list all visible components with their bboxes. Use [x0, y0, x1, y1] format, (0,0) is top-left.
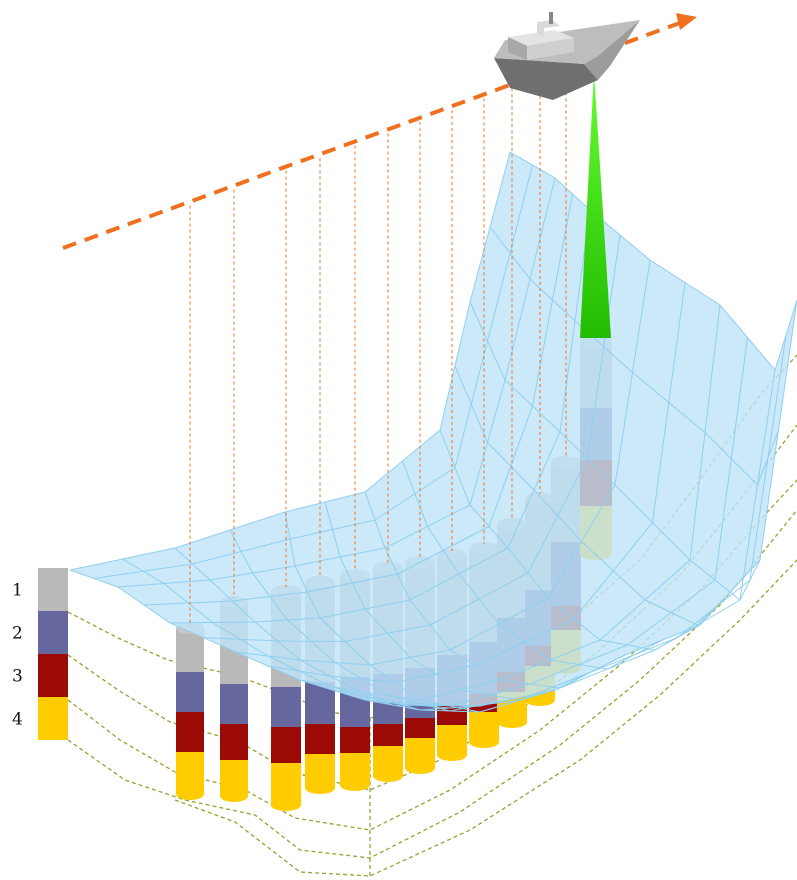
legend-label-1: 1 [12, 581, 23, 601]
core-layer-4-cap [340, 779, 370, 791]
core-layer-3 [176, 712, 204, 752]
legend-swatch-1 [38, 568, 68, 611]
core-layer-4-cap [437, 749, 467, 761]
surface-grid-line [229, 529, 518, 712]
arrowhead-icon [676, 13, 697, 30]
drop-lines [189, 68, 567, 624]
surface-grid-line [69, 569, 411, 706]
core-layer-4-cap [271, 799, 301, 811]
core-layer-4 [271, 763, 301, 805]
layer-legend: 1 2 3 4 [12, 568, 68, 740]
core-layer-4-cap [373, 770, 403, 782]
legend-label-4: 4 [12, 710, 23, 730]
core-layer-4-cap [405, 762, 435, 774]
legend-swatch-3 [38, 654, 68, 697]
surface-grid-line [489, 226, 779, 486]
core-layer-4-cap [176, 788, 204, 800]
core-layer-2 [176, 672, 204, 712]
core-layer-4-cap [469, 736, 499, 748]
layer-boundary-line [67, 479, 797, 831]
core-layer-3 [373, 724, 403, 746]
seabed-surface-grid [69, 151, 797, 713]
surface-grid-line [174, 547, 481, 711]
core-layer-4-cap [305, 782, 335, 794]
core-layer-4-cap [497, 716, 527, 728]
core-layer-2 [220, 684, 248, 724]
ship-hull-side [494, 58, 598, 100]
legend-label-2: 2 [12, 624, 23, 644]
ship-mast [549, 12, 553, 24]
sediment-core [176, 622, 204, 800]
legend-swatch-2 [38, 611, 68, 654]
surface-grid-line [122, 558, 446, 706]
surface-grid-line [324, 501, 591, 701]
core-layer-2 [271, 687, 301, 727]
sonar-beam [580, 72, 611, 338]
ship-cabin-top [508, 30, 574, 46]
core-layer-4 [176, 752, 204, 794]
surface-grid-line [469, 301, 761, 601]
surface-grid-line [454, 365, 731, 626]
ship-cabin-front [508, 37, 527, 60]
surface-grid-line [439, 429, 701, 651]
surface-grid-line [402, 460, 663, 670]
surface-grid-line [284, 511, 556, 713]
ship-cabin-side [527, 38, 574, 60]
ship-bridge [537, 20, 560, 36]
surface-grid-line [364, 491, 626, 689]
survey-ship-icon [494, 12, 640, 100]
seabed-surface [69, 151, 797, 713]
ship-bow [584, 20, 640, 80]
legend-label-3: 3 [12, 667, 23, 687]
legend-swatch-4 [38, 697, 68, 740]
core-layer-4-cap [220, 790, 248, 802]
layer-boundary-line [174, 559, 797, 877]
surface-grid-line [509, 151, 797, 372]
